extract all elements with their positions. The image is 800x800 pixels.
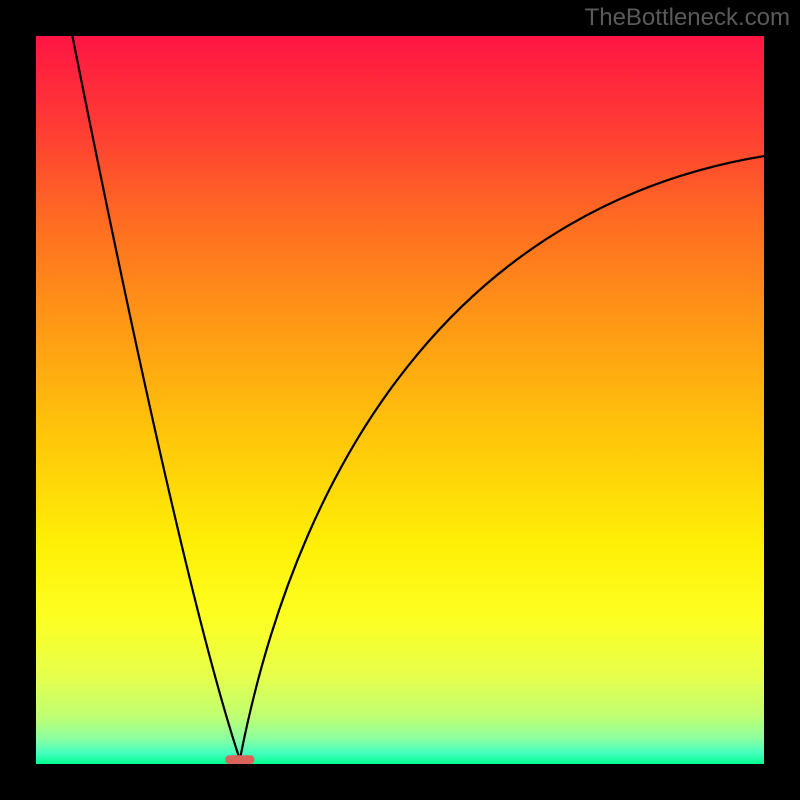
plot-background xyxy=(36,36,764,764)
watermark-text: TheBottleneck.com xyxy=(585,4,790,32)
chart-container: TheBottleneck.com xyxy=(0,0,800,800)
vertex-marker xyxy=(225,755,254,764)
bottleneck-chart xyxy=(0,0,800,800)
